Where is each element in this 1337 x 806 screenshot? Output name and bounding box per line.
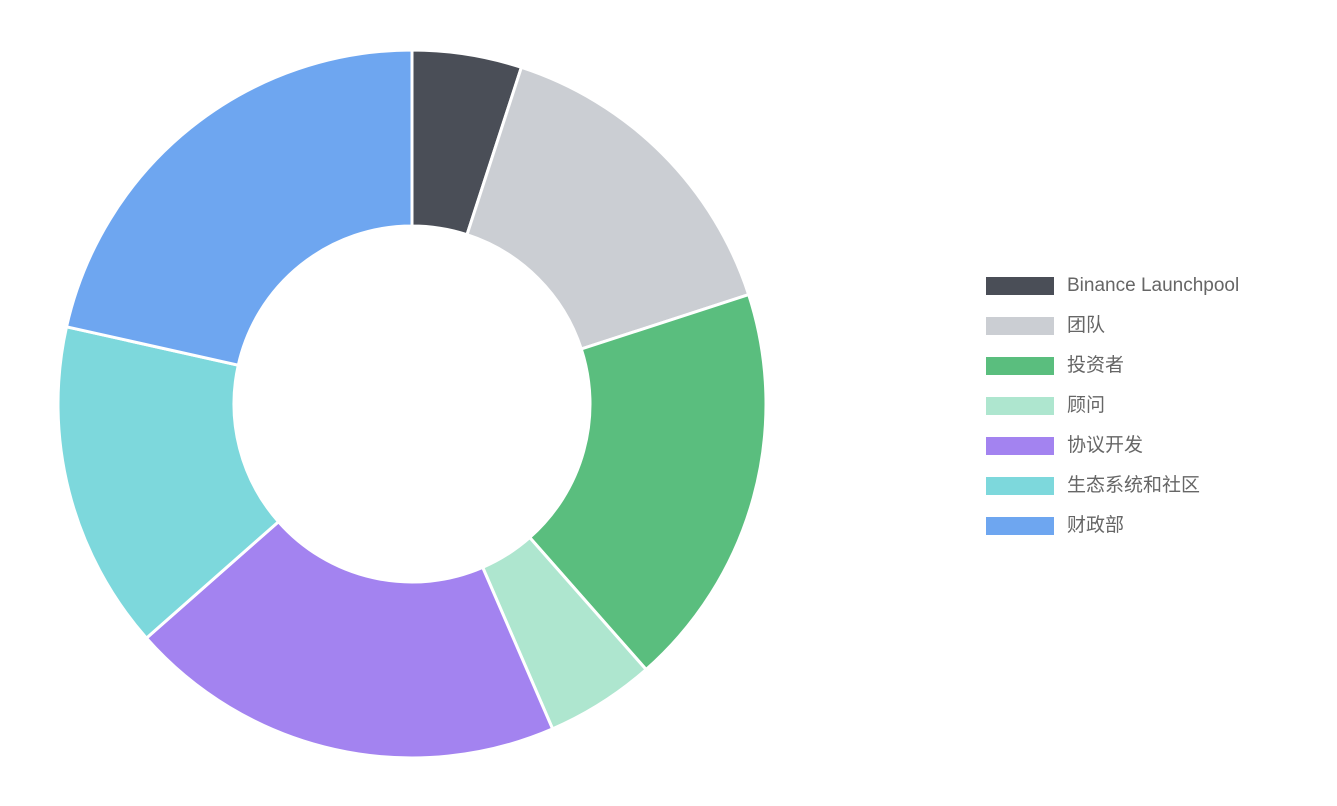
- donut-slice: [465, 65, 751, 351]
- legend-label: Binance Launchpool: [1067, 275, 1239, 296]
- legend-label: 生态系统和社区: [1067, 474, 1200, 496]
- legend-label: 协议开发: [1067, 434, 1143, 456]
- legend-swatch: [986, 397, 1054, 415]
- legend-swatch: [986, 437, 1054, 455]
- legend-swatch: [986, 517, 1054, 535]
- legend-label: 团队: [1067, 314, 1105, 336]
- donut-slice: [144, 519, 555, 760]
- donut-slice: [56, 324, 281, 641]
- legend-swatch: [986, 317, 1054, 335]
- donut-slice: [527, 292, 768, 672]
- legend-swatch: [986, 277, 1054, 295]
- legend-label: 顾问: [1067, 394, 1105, 416]
- legend-label: 财政部: [1067, 514, 1124, 536]
- legend-swatch: [986, 477, 1054, 495]
- legend-swatch: [986, 357, 1054, 375]
- legend-label: 投资者: [1067, 354, 1124, 376]
- donut-slice: [64, 48, 414, 367]
